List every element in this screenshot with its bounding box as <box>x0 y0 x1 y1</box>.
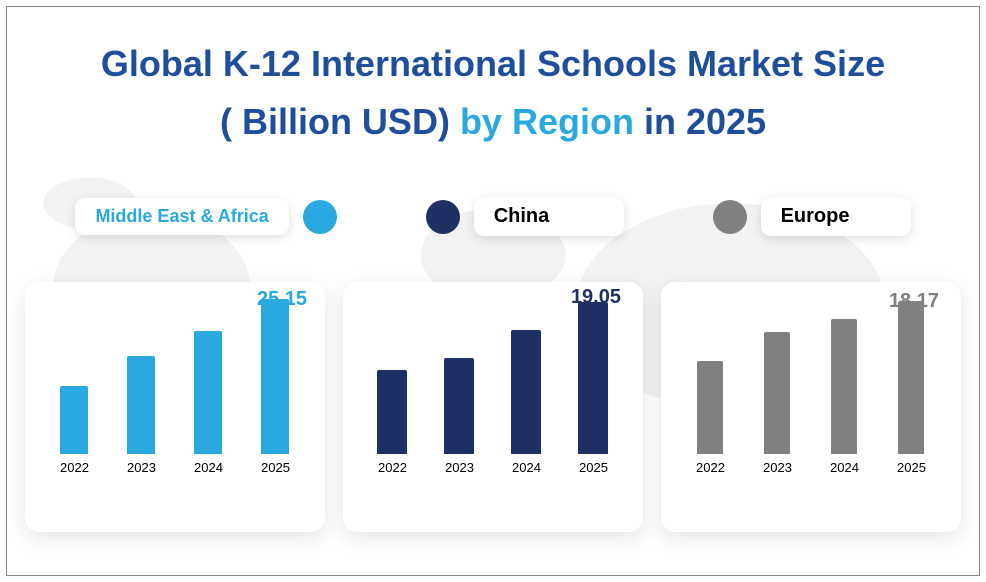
legend-dot-europe <box>713 200 747 234</box>
legend-dot-mea <box>303 200 337 234</box>
title-line1: Global K-12 International Schools Market… <box>101 43 885 84</box>
title-line2-b: by Region <box>460 101 644 142</box>
legend-label-china: China <box>474 197 624 236</box>
chart-card-mea: 25.15 2022202320242025 <box>25 282 325 532</box>
chart-area-china: 2022 2023 2024 2025 <box>359 300 627 475</box>
bar <box>697 361 723 454</box>
bar-wrap: 2022 <box>45 386 104 475</box>
bar-year-label: 2023 <box>445 460 474 475</box>
bar-year-label: 2025 <box>579 460 608 475</box>
bar <box>764 332 790 454</box>
chart-title: Global K-12 International Schools Market… <box>7 7 979 150</box>
bar-year-label: 2022 <box>60 460 89 475</box>
bar-year-label: 2024 <box>830 460 859 475</box>
bar <box>578 302 608 454</box>
bar-year-label: 2022 <box>696 460 725 475</box>
bar-wrap: 2023 <box>112 356 171 475</box>
bar <box>831 319 857 454</box>
bar-year-label: 2023 <box>763 460 792 475</box>
bar-wrap: 2024 <box>179 331 238 475</box>
bar <box>127 356 155 454</box>
bar-wrap: 2025 <box>564 302 623 475</box>
legend-europe: Europe <box>713 197 911 236</box>
bar-wrap: 2025 <box>882 301 941 475</box>
bar-year-label: 2025 <box>261 460 290 475</box>
bar <box>194 331 222 454</box>
legend-china: China <box>426 197 624 236</box>
legend-label-mea: Middle East & Africa <box>75 198 288 235</box>
bar-year-label: 2022 <box>378 460 407 475</box>
legend-dot-china <box>426 200 460 234</box>
bar-wrap: 2022 <box>681 361 740 475</box>
bar-year-label: 2024 <box>194 460 223 475</box>
charts-row: 25.15 2022202320242025 19.05 20222023202… <box>25 282 961 532</box>
bar-wrap: 2023 <box>748 332 807 475</box>
bar <box>444 358 474 454</box>
bar-wrap: 2024 <box>497 330 556 475</box>
bar-wrap: 2023 <box>430 358 489 475</box>
bar-wrap: 2022 <box>363 370 422 475</box>
legend-row: Middle East & Africa China Europe <box>7 197 979 236</box>
title-line2-a: ( Billion USD) <box>220 101 460 142</box>
chart-area-europe: 2022 2023 2024 2025 <box>677 300 945 475</box>
bar <box>377 370 407 454</box>
legend-mea: Middle East & Africa <box>75 198 336 235</box>
bar <box>898 301 924 454</box>
chart-card-europe: 18.17 2022202320242025 <box>661 282 961 532</box>
chart-area-mea: 2022 2023 2024 2025 <box>41 300 309 475</box>
chart-card-china: 19.05 2022202320242025 <box>343 282 643 532</box>
legend-label-europe: Europe <box>761 197 911 236</box>
bar-year-label: 2024 <box>512 460 541 475</box>
bar-year-label: 2023 <box>127 460 156 475</box>
bar <box>261 299 289 454</box>
bar-wrap: 2025 <box>246 299 305 475</box>
outer-frame: Global K-12 International Schools Market… <box>6 6 980 576</box>
bar-year-label: 2025 <box>897 460 926 475</box>
bar <box>60 386 88 454</box>
bar <box>511 330 541 454</box>
title-line2-c: in 2025 <box>644 101 766 142</box>
bar-wrap: 2024 <box>815 319 874 475</box>
